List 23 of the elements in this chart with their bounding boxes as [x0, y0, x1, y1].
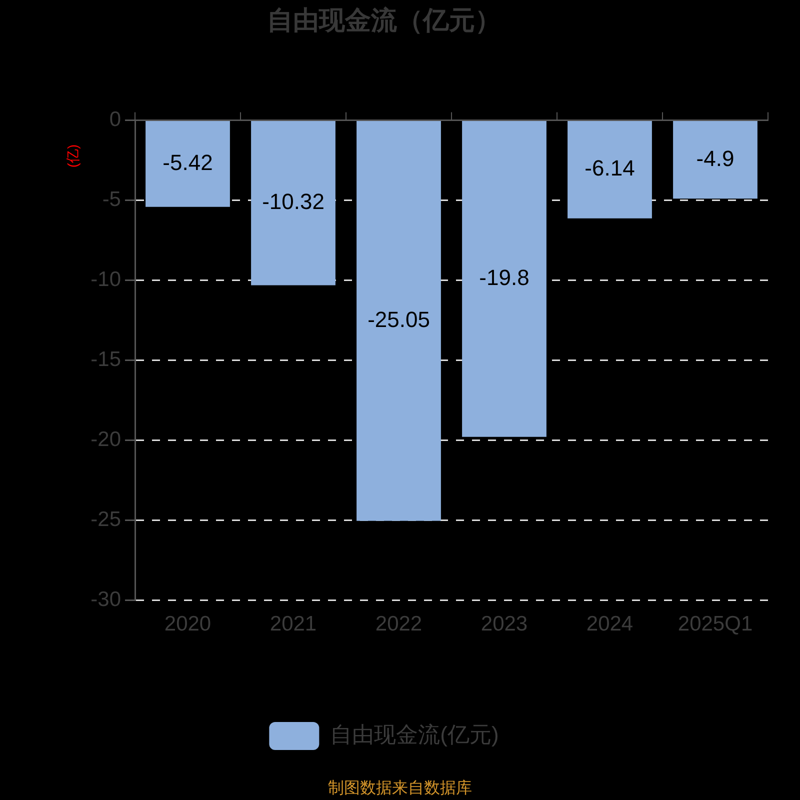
- y-tick-label: 0: [109, 108, 121, 131]
- data-label: -19.8: [479, 264, 530, 290]
- data-label: -6.14: [584, 156, 635, 181]
- x-tick-label: 2023: [480, 612, 528, 636]
- chart-title: 自由现金流（亿元）: [267, 4, 501, 35]
- data-label: -4.9: [696, 146, 734, 171]
- x-tick-label: 2022: [375, 612, 422, 636]
- y-tick-label: -20: [90, 428, 121, 451]
- legend-label: 自由现金流(亿元): [330, 722, 499, 748]
- y-tick-label: -25: [90, 508, 121, 531]
- text: 制图数据来自数据库: [327, 778, 473, 799]
- x-tick-label: 2025Q1: [678, 612, 753, 636]
- y-tick-label: -10: [90, 268, 121, 291]
- y-tick-label: -5: [102, 188, 121, 211]
- y-tick-label: -15: [90, 348, 121, 371]
- data-label: -10.32: [262, 189, 324, 214]
- y-tick-label: -30: [90, 588, 121, 611]
- x-tick-label: 2021: [270, 612, 317, 636]
- data-label: -5.42: [162, 150, 213, 175]
- x-tick-label: 2020: [164, 612, 212, 636]
- y-axis-title: (亿): [64, 144, 82, 168]
- x-tick-label: 2024: [586, 612, 634, 636]
- data-label: -25.05: [368, 306, 430, 332]
